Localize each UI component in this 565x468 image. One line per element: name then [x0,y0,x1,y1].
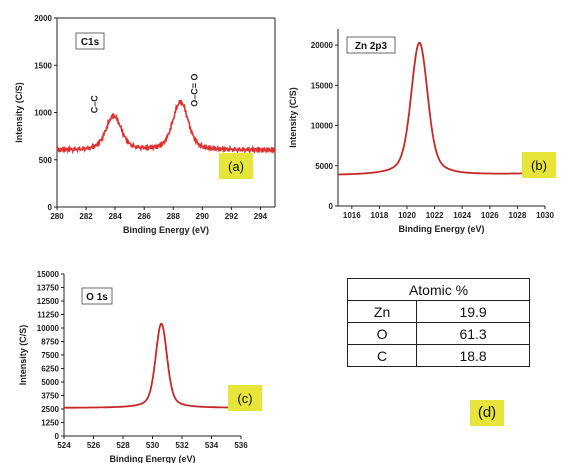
x-axis-label: Binding Energy (eV) [109,454,195,463]
y-tick-label: 15000 [37,270,60,279]
y-tick-label: 5000 [41,378,59,387]
x-tick-label: 294 [254,212,268,221]
inset-label: O 1s [86,292,108,303]
x-tick-label: 284 [108,212,122,221]
x-tick-label: 290 [196,212,210,221]
spectrum-line [64,322,241,409]
x-tick-label: 280 [50,212,64,221]
panel-label: (c) [237,391,252,406]
y-axis-label: Intensity (C/S) [288,87,298,148]
peak-annotation: O–C= O [190,73,200,106]
table-title: Atomic % [347,278,530,301]
x-tick-label: 1024 [453,211,471,220]
element-cell: C [346,344,418,367]
y-tick-label: 7500 [41,351,59,360]
value-cell: 61.3 [416,322,530,345]
atomic-percent-table: Atomic % Zn 19.9 O 61.3 C 18.8 [346,278,530,367]
x-tick-label: 1020 [398,211,416,220]
x-axis-label: Binding Energy (eV) [123,225,209,235]
y-tick-label: 0 [48,203,53,212]
element-cell: O [346,322,418,345]
inset-label-box [81,287,113,305]
spectrum-line [56,99,276,155]
x-tick-label: 532 [175,441,189,450]
x-tick-label: 534 [205,441,219,450]
y-tick-label: 11250 [37,311,59,320]
x-tick-label: 288 [167,212,181,221]
table-header-row: Atomic % [347,278,530,301]
panel-label: (a) [228,159,244,174]
panel-label-box [522,152,556,178]
x-tick-label: 1026 [481,211,499,220]
y-tick-label: 1000 [34,109,52,118]
y-tick-label: 500 [39,156,53,165]
x-tick-label: 282 [79,212,93,221]
y-tick-label: 3750 [41,392,59,401]
table-row: O 61.3 [346,322,530,345]
x-tick-label: 1022 [426,211,444,220]
y-tick-label: 12500 [37,297,60,306]
y-axis-label: Intensity (C/S) [14,82,24,143]
x-tick-label: 536 [234,441,248,450]
y-tick-label: 10000 [37,324,60,333]
panel-label-box [228,385,262,411]
x-tick-label: 528 [116,441,130,450]
y-tick-label: 0 [55,432,60,441]
x-tick-label: 1016 [343,211,361,220]
y-tick-label: 1250 [41,419,59,428]
spectrum-line [338,41,545,176]
y-tick-label: 15000 [311,81,334,90]
y-tick-label: 8750 [41,338,59,347]
x-tick-label: 524 [57,441,71,450]
y-tick-label: 2500 [41,405,59,414]
panel-label-box [219,153,253,179]
x-tick-label: 526 [87,441,101,450]
y-tick-label: 5000 [315,162,333,171]
inset-label: Zn 2p3 [355,41,388,52]
peak-annotation: C–C [90,95,100,114]
y-tick-label: 1500 [34,61,52,70]
y-tick-label: 13750 [37,284,60,293]
value-cell: 18.8 [416,344,530,367]
inset-label: C1s [81,37,100,48]
table-row: Zn 19.9 [346,300,530,323]
y-tick-label: 20000 [311,41,334,50]
x-tick-label: 530 [146,441,160,450]
panel-label-d: (d) [470,400,504,426]
y-tick-label: 6250 [41,365,59,374]
element-cell: Zn [346,300,418,323]
x-tick-label: 292 [225,212,239,221]
value-cell: 19.9 [416,300,530,323]
x-tick-label: 286 [138,212,152,221]
x-tick-label: 1028 [509,211,527,220]
y-axis-label: Intensity (C/S) [18,325,28,386]
table-row: C 18.8 [346,344,530,367]
y-tick-label: 0 [329,202,334,211]
x-tick-label: 1018 [371,211,389,220]
y-tick-label: 10000 [311,122,334,131]
inset-label-box [75,32,105,50]
panel-label: (b) [531,158,547,173]
x-axis-label: Binding Energy (eV) [398,224,484,234]
x-tick-label: 1030 [536,211,554,220]
y-tick-label: 2000 [34,14,52,23]
inset-label-box [346,36,396,54]
